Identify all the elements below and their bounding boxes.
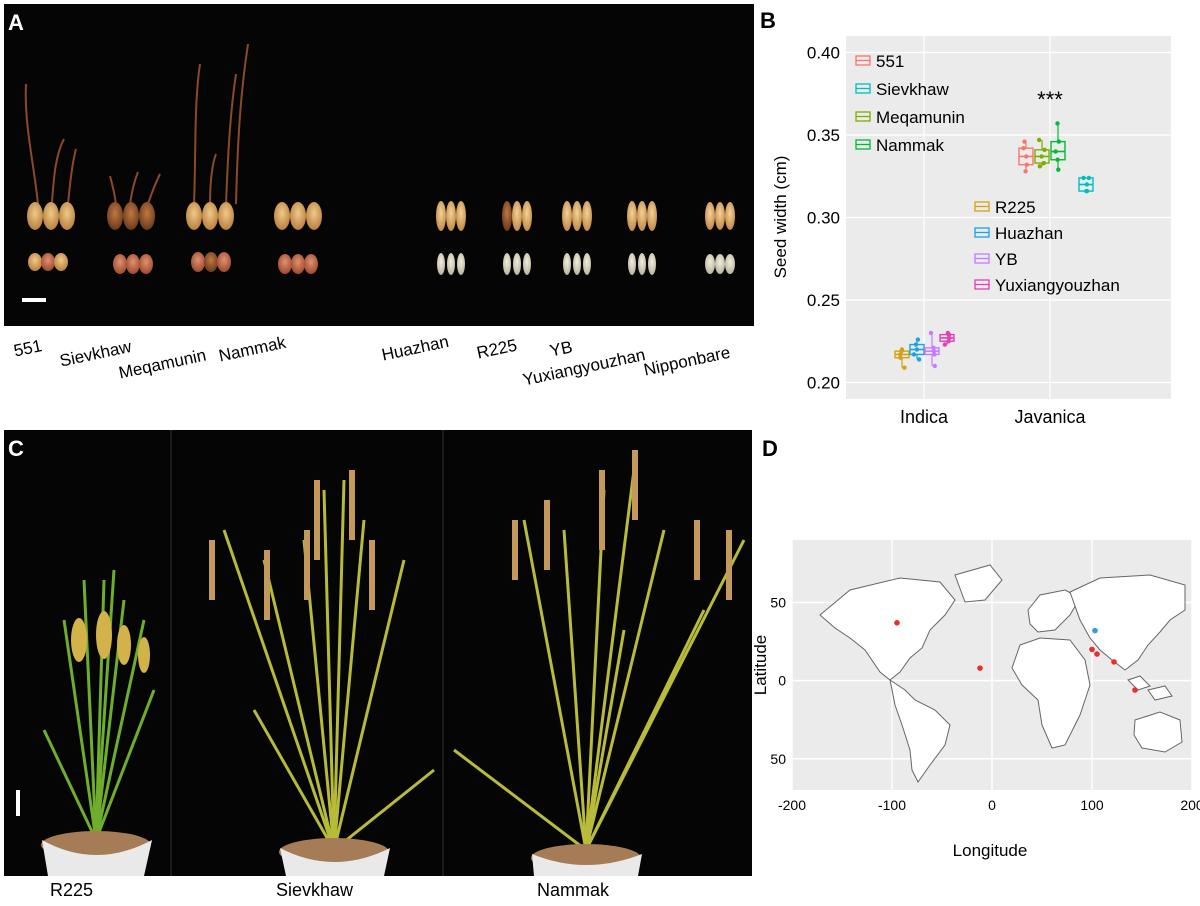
data-point xyxy=(1023,169,1027,173)
x-tick-label: Indica xyxy=(900,407,949,427)
x-axis-title-d: Longitude xyxy=(953,841,1028,860)
data-point xyxy=(1085,182,1089,186)
data-point xyxy=(916,337,920,341)
data-point xyxy=(1037,138,1041,142)
y-tick-label: 0.40 xyxy=(807,44,840,63)
scale-bar-c xyxy=(16,790,20,816)
data-point xyxy=(912,352,916,356)
seed-width-boxplot: 0.20 0.25 0.30 0.35 0.40 Indica Javanica 551 S… xyxy=(760,20,1196,430)
legend-label: Meqamunin xyxy=(876,108,965,127)
data-point xyxy=(1025,163,1029,167)
origin-point xyxy=(1094,651,1100,657)
plant-label-sievkhaw: Sievkhaw xyxy=(276,880,353,901)
seed-photo xyxy=(4,4,754,326)
y-axis-title-b: Seed width (cm) xyxy=(771,156,790,279)
data-point xyxy=(900,347,904,351)
data-point xyxy=(1056,167,1060,171)
legend-label: 551 xyxy=(876,52,904,71)
y-tick-label: 0.30 xyxy=(807,209,840,228)
dehusked-grains-row xyxy=(28,252,735,275)
x-tick-label: 200 xyxy=(1180,797,1200,813)
legend-label: Yuxiangyouzhan xyxy=(995,276,1120,295)
data-point xyxy=(902,365,906,369)
variety-label-yuxiangyouzhan: Yuxiangyouzhan xyxy=(521,345,647,391)
x-tick-label: -200 xyxy=(778,797,806,813)
x-ticks-d: -200 -100 0 100 200 xyxy=(778,797,1200,813)
legend-label: Nammak xyxy=(876,136,945,155)
scale-bar xyxy=(22,298,46,302)
significance-annotation: *** xyxy=(1037,87,1063,112)
box-sievkhaw xyxy=(1079,176,1093,194)
data-point xyxy=(1053,149,1057,153)
plant-label-r225: R225 xyxy=(50,880,93,901)
y-tick-label: 0.35 xyxy=(807,126,840,145)
legend-label: Huazhan xyxy=(995,224,1063,243)
y-tick-label: 0 xyxy=(778,673,786,689)
data-point xyxy=(946,331,950,335)
panel-letter-a: A xyxy=(8,10,24,36)
data-point xyxy=(931,346,935,350)
data-point xyxy=(917,357,921,361)
variety-label-nammak: Nammak xyxy=(217,333,288,367)
origin-map: -200 -100 0 100 200 50 0 50 Longitude Latitude xyxy=(740,520,1200,880)
x-tick-label: 0 xyxy=(988,797,996,813)
variety-label-r225: R225 xyxy=(475,336,519,364)
data-point xyxy=(1081,176,1085,180)
data-point xyxy=(1039,154,1043,158)
y-tick-label: 0.20 xyxy=(807,374,840,393)
legend-label: Sievkhaw xyxy=(876,80,949,99)
plant-r225 xyxy=(41,570,154,876)
data-point xyxy=(1087,176,1091,180)
plant-label-nammak: Nammak xyxy=(537,880,609,901)
data-point xyxy=(1038,164,1042,168)
legend-label: YB xyxy=(995,250,1018,269)
seed-photo-panel xyxy=(4,4,754,326)
data-point xyxy=(933,364,937,368)
origin-point xyxy=(1089,647,1095,653)
y-ticks-d: 50 0 50 xyxy=(770,595,786,767)
data-point xyxy=(1042,161,1046,165)
data-point xyxy=(1084,189,1088,193)
data-point xyxy=(943,342,947,346)
y-tick-label: 0.25 xyxy=(807,291,840,310)
origin-point xyxy=(1092,628,1098,634)
data-point xyxy=(914,342,918,346)
panel-letter-d: D xyxy=(762,436,778,462)
plant-photo xyxy=(4,430,752,876)
plant-nammak xyxy=(454,450,744,876)
data-point xyxy=(929,331,933,335)
x-tick-label: Javanica xyxy=(1014,407,1086,427)
data-point xyxy=(1055,158,1059,162)
data-point xyxy=(915,347,919,351)
data-point xyxy=(1055,121,1059,125)
origin-point xyxy=(977,665,983,671)
origin-point xyxy=(1132,687,1138,693)
husked-seeds-row xyxy=(27,201,735,231)
plant-photo-panel xyxy=(4,430,752,876)
variety-label-nipponbare: Nipponbare xyxy=(642,343,732,381)
data-point xyxy=(1057,139,1061,143)
x-tick-label: -100 xyxy=(878,797,906,813)
x-tick-label: 100 xyxy=(1080,797,1104,813)
legend-label: R225 xyxy=(995,198,1036,217)
y-tick-label: 50 xyxy=(770,595,786,611)
y-axis-title-d: Latitude xyxy=(751,635,770,696)
awns xyxy=(26,44,248,204)
variety-label-huazhan: Huazhan xyxy=(380,332,451,366)
x-ticks-b: Indica Javanica xyxy=(900,407,1087,427)
data-point xyxy=(1024,154,1028,158)
y-tick-label: 50 xyxy=(770,751,786,767)
y-ticks-b: 0.20 0.25 0.30 0.35 0.40 xyxy=(807,44,840,393)
origin-point xyxy=(1111,659,1117,665)
variety-label-yb: YB xyxy=(548,337,574,361)
variety-label-551: 551 xyxy=(12,336,44,361)
data-point xyxy=(1021,146,1025,150)
origin-point xyxy=(894,620,900,626)
data-point xyxy=(1022,139,1026,143)
panel-letter-c: C xyxy=(8,436,24,462)
plant-sievkhaw xyxy=(209,470,434,876)
data-point xyxy=(1042,148,1046,152)
